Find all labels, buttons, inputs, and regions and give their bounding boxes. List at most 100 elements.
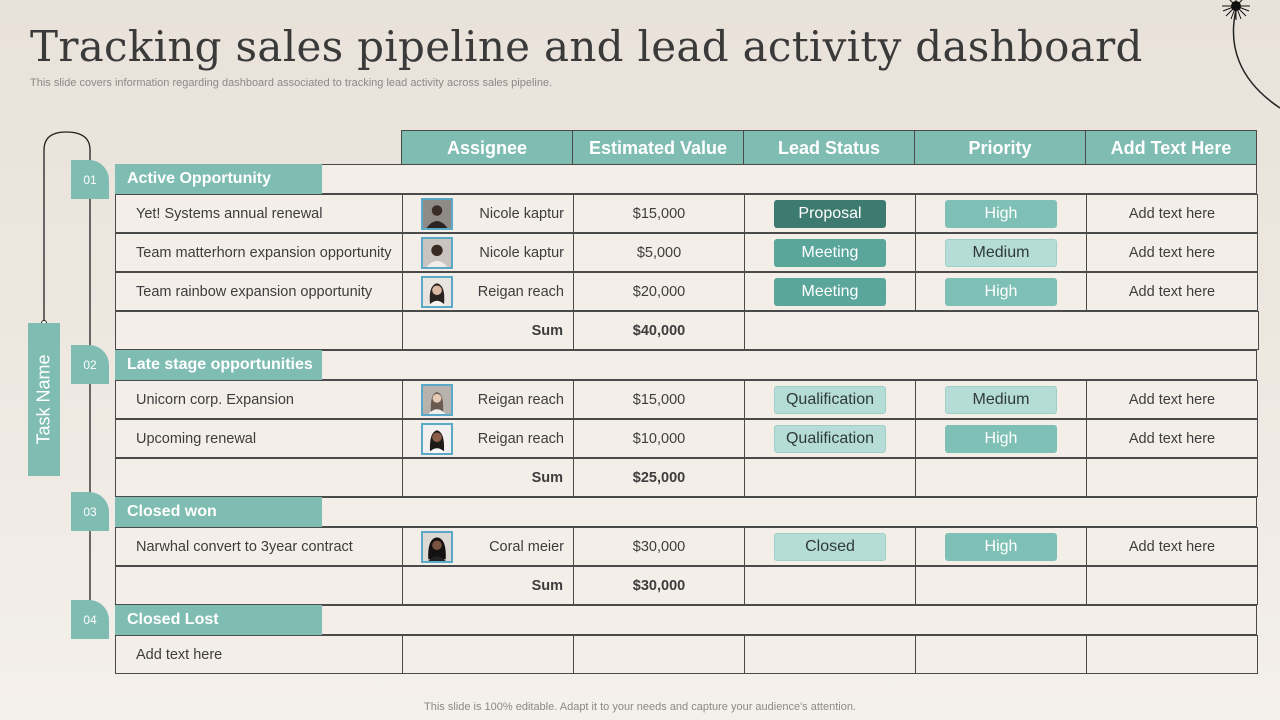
- task-cell: Narwhal convert to 3year contract: [115, 527, 403, 566]
- value-cell: $5,000: [573, 233, 745, 272]
- page-title: Tracking sales pipeline and lead activit…: [30, 22, 1143, 71]
- empty-cell: [744, 311, 1259, 350]
- assignee-name: Nicole kaptur: [479, 205, 564, 222]
- group-row-closed-won: Closed won: [115, 497, 1257, 527]
- priority-cell: High: [915, 194, 1087, 233]
- priority-badge: High: [945, 424, 1057, 453]
- status-badge: Qualification: [774, 424, 886, 453]
- status-badge: Meeting: [774, 238, 886, 267]
- status-badge: Closed: [774, 532, 886, 561]
- priority-badge: High: [945, 277, 1057, 306]
- sum-row: Sum $40,000: [115, 311, 1259, 351]
- group-row-closed-lost: Closed Lost: [115, 605, 1257, 635]
- avatar: [421, 197, 453, 230]
- assignee-cell: Coral meier: [402, 527, 574, 566]
- text-cell: Add text here: [1086, 233, 1258, 272]
- table-row: Add text here: [115, 635, 1258, 675]
- status-cell: Qualification: [744, 419, 916, 458]
- status-cell: Proposal: [744, 194, 916, 233]
- assignee-cell: Reigan reach: [402, 380, 574, 419]
- empty-cell: [1086, 458, 1258, 497]
- text-cell: Add text here: [1086, 272, 1258, 311]
- status-cell: Qualification: [744, 380, 916, 419]
- header-lead-status: Lead Status: [743, 130, 915, 166]
- empty-cell: [573, 635, 745, 674]
- assignee-name: Reigan reach: [477, 283, 564, 300]
- status-badge: Proposal: [774, 199, 886, 228]
- group-label: Closed Lost: [115, 605, 322, 635]
- sum-label: Sum: [402, 458, 574, 497]
- task-name-label: Task Name: [33, 354, 54, 445]
- priority-cell: High: [915, 419, 1087, 458]
- status-cell: Meeting: [744, 233, 916, 272]
- status-cell: Closed: [744, 527, 916, 566]
- priority-cell: Medium: [915, 380, 1087, 419]
- sum-value: $30,000: [573, 566, 745, 605]
- sum-value: $25,000: [573, 458, 745, 497]
- empty-cell: [1086, 566, 1258, 605]
- group-number-badge: 02: [71, 345, 109, 384]
- empty-cell: [915, 635, 1087, 674]
- empty-cell: [744, 458, 916, 497]
- assignee-name: Coral meier: [489, 538, 564, 555]
- assignee-cell: Nicole kaptur: [402, 233, 574, 272]
- task-cell: Team matterhorn expansion opportunity: [115, 233, 403, 272]
- status-cell: Meeting: [744, 272, 916, 311]
- assignee-cell: Reigan reach: [402, 419, 574, 458]
- priority-badge: High: [945, 199, 1057, 228]
- empty-cell: [402, 635, 574, 674]
- group-number-badge: 04: [71, 600, 109, 639]
- assignee-cell: Nicole kaptur: [402, 194, 574, 233]
- value-cell: $10,000: [573, 419, 745, 458]
- sum-row: Sum $30,000: [115, 566, 1258, 606]
- task-cell: Team rainbow expansion opportunity: [115, 272, 403, 311]
- group-number-badge: 01: [71, 160, 109, 199]
- avatar: [421, 275, 453, 308]
- value-cell: $15,000: [573, 194, 745, 233]
- group-number-badge: 03: [71, 492, 109, 531]
- text-cell: Add text here: [1086, 380, 1258, 419]
- group-label: Late stage opportunities: [115, 350, 322, 380]
- empty-cell: [115, 566, 403, 605]
- value-cell: $20,000: [573, 272, 745, 311]
- sum-label: Sum: [402, 566, 574, 605]
- header-add-text: Add Text Here: [1085, 130, 1257, 166]
- task-cell: Add text here: [115, 635, 403, 674]
- empty-cell: [744, 566, 916, 605]
- footer-note: This slide is 100% editable. Adapt it to…: [424, 701, 856, 713]
- avatar: [421, 530, 453, 563]
- status-badge: Meeting: [774, 277, 886, 306]
- table-row: Team rainbow expansion opportunity Reiga…: [115, 272, 1258, 312]
- sum-label: Sum: [402, 311, 574, 350]
- status-badge: Qualification: [774, 385, 886, 414]
- table-header: Assignee Estimated Value Lead Status Pri…: [401, 130, 1257, 166]
- priority-badge: Medium: [945, 238, 1057, 267]
- empty-cell: [115, 458, 403, 497]
- text-cell: Add text here: [1086, 527, 1258, 566]
- page-subtitle: This slide covers information regarding …: [30, 77, 553, 89]
- avatar: [421, 422, 453, 455]
- text-cell: Add text here: [1086, 419, 1258, 458]
- header-priority: Priority: [914, 130, 1086, 166]
- priority-cell: High: [915, 272, 1087, 311]
- task-cell: Yet! Systems annual renewal: [115, 194, 403, 233]
- group-label: Active Opportunity: [115, 164, 322, 194]
- assignee-cell: Reigan reach: [402, 272, 574, 311]
- assignee-name: Reigan reach: [477, 391, 564, 408]
- sum-value: $40,000: [573, 311, 745, 350]
- task-cell: Upcoming renewal: [115, 419, 403, 458]
- avatar: [421, 383, 453, 416]
- dandelion-icon: [1222, 0, 1250, 20]
- avatar: [421, 236, 453, 269]
- empty-cell: [115, 311, 403, 350]
- table-row: Unicorn corp. Expansion Reigan reach $15…: [115, 380, 1258, 420]
- empty-cell: [744, 635, 916, 674]
- empty-cell: [915, 458, 1087, 497]
- task-cell: Unicorn corp. Expansion: [115, 380, 403, 419]
- value-cell: $30,000: [573, 527, 745, 566]
- priority-cell: Medium: [915, 233, 1087, 272]
- priority-badge: Medium: [945, 385, 1057, 414]
- sum-row: Sum $25,000: [115, 458, 1258, 498]
- assignee-name: Nicole kaptur: [479, 244, 564, 261]
- header-estimated-value: Estimated Value: [572, 130, 744, 166]
